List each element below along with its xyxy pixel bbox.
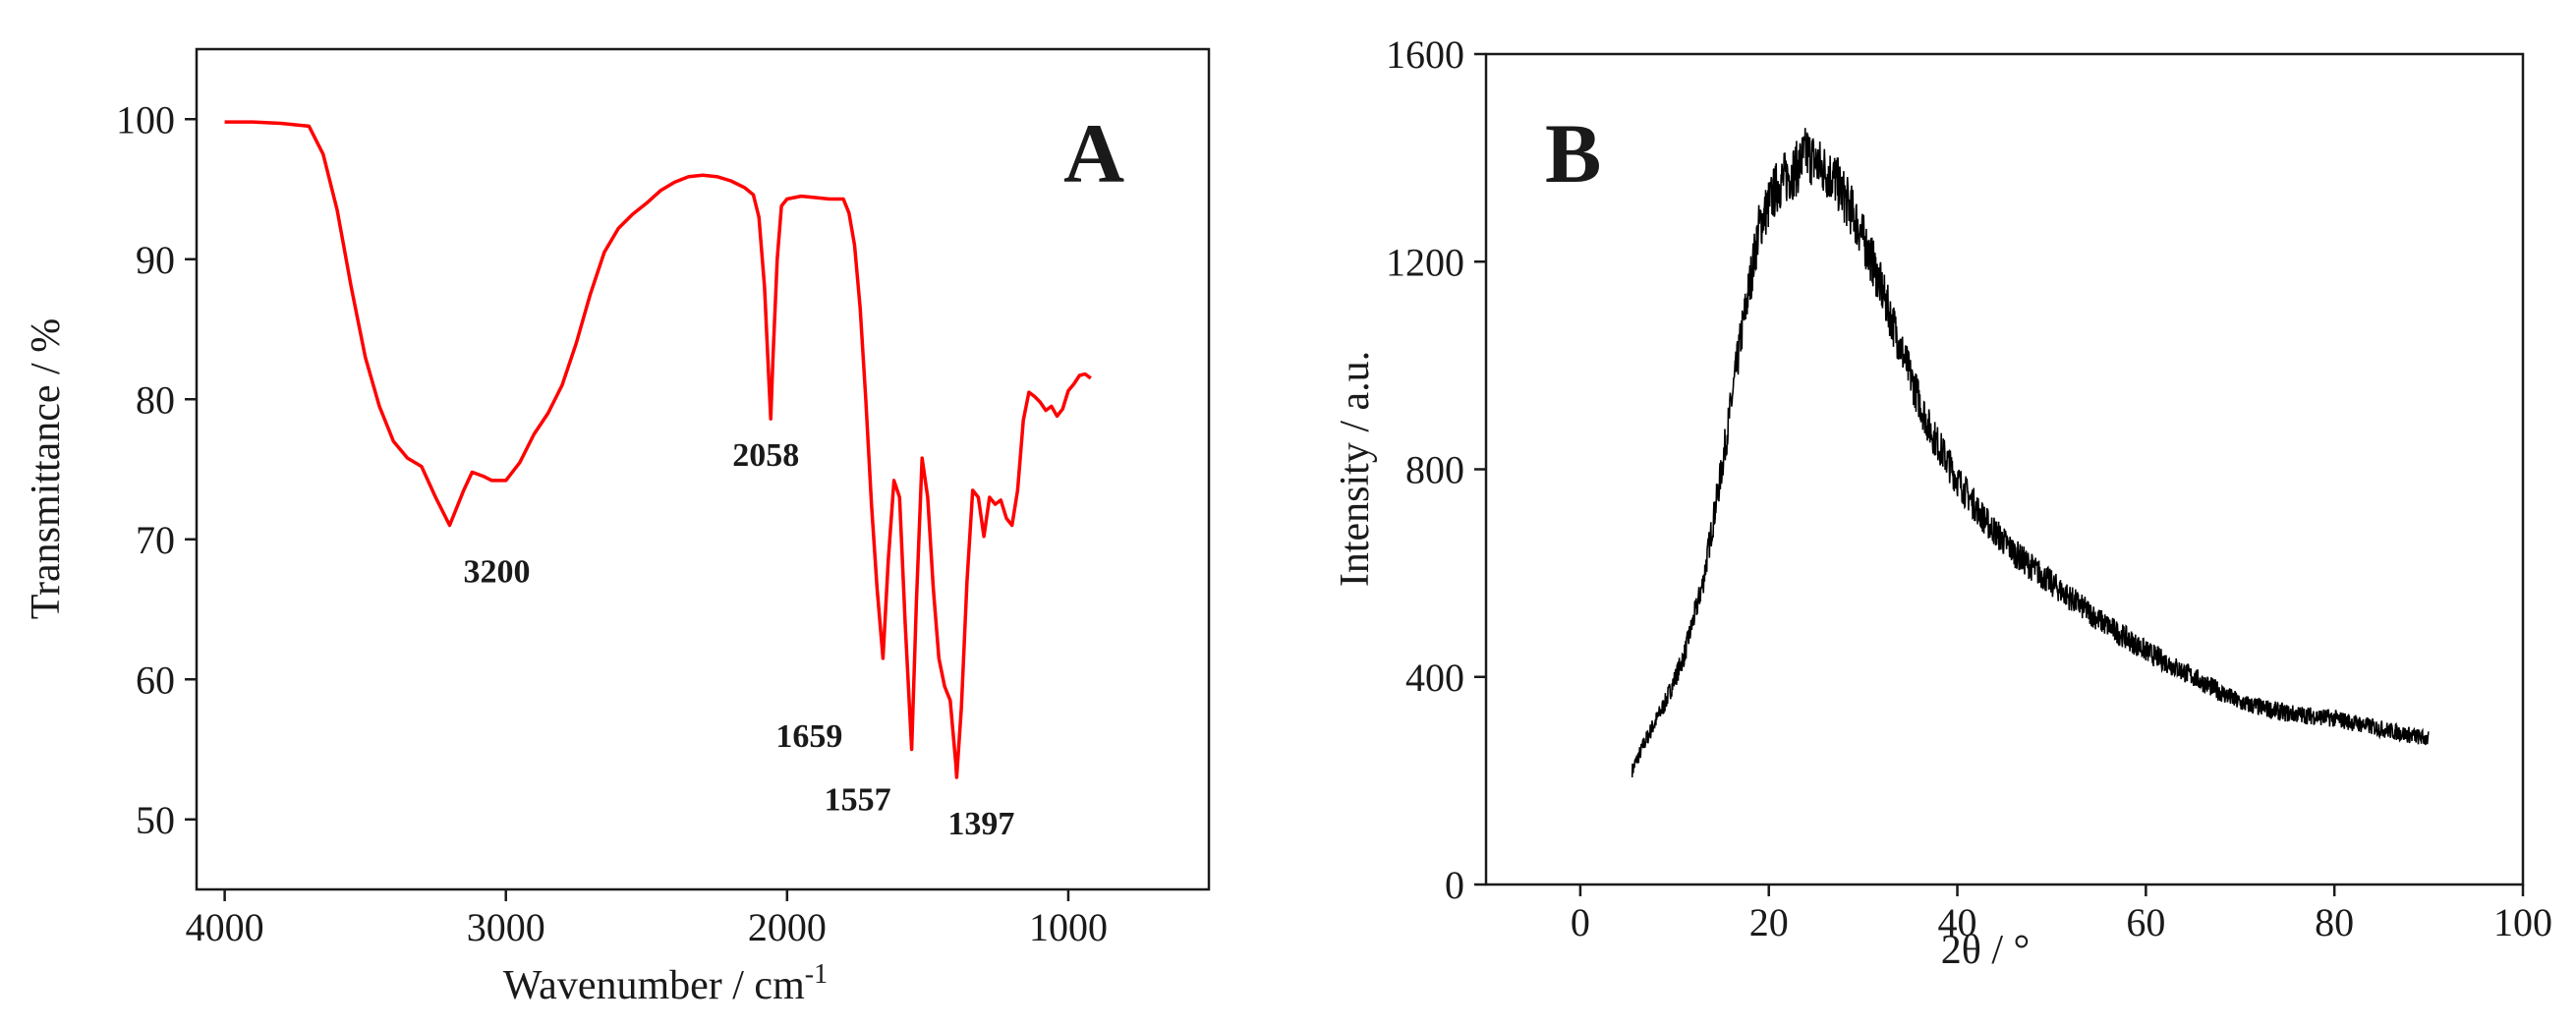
- panel-a-x-axis-label-text: Wavenumber / cm: [503, 963, 805, 1008]
- panel-b-y-tick-label: 1600: [1386, 32, 1464, 77]
- panel-b-letter: B: [1545, 106, 1601, 200]
- panel-a-x-tick-label: 1000: [1029, 905, 1108, 949]
- panel-b-x-axis-label: 2θ / °: [1941, 928, 2031, 973]
- panel-b-x-tick-label: 60: [2126, 900, 2165, 944]
- panel-a-x-tick-label: 2000: [748, 905, 827, 949]
- panel-b-x-tick-label: 0: [1571, 900, 1590, 944]
- panel-b-plot-frame: [1484, 52, 2525, 886]
- panel-a-y-ticks: 50 60 70 80 90 100: [116, 97, 197, 842]
- panel-a-plot-frame: [195, 47, 1211, 891]
- panel-a-y-tick-label: 80: [136, 377, 175, 422]
- panel-a-y-tick-label: 60: [136, 657, 175, 702]
- panel-a-peak-label: 1397: [947, 806, 1014, 842]
- panel-a-y-axis-label: Transmittance / %: [24, 318, 69, 619]
- panel-b-x-tick-label: 20: [1749, 900, 1789, 944]
- panel-b-series-line: [1631, 128, 2430, 778]
- panel-b-xrd-chart: 0 20 40 60 80 100 0 400 800 1200 1600 B 2θ / ° In…: [1333, 32, 2552, 973]
- panel-a-ftir-chart: 4000 3000 2000 1000 50 60 70 80 90 100 3200 2058 1…: [24, 47, 1211, 1008]
- panel-a-y-tick-label: 70: [136, 518, 175, 562]
- panel-a-x-axis-label: Wavenumber / cm-1: [503, 959, 828, 1008]
- panel-b-y-tick-label: 400: [1405, 656, 1464, 700]
- panel-a-x-tick-label: 3000: [467, 905, 545, 949]
- panel-b-y-ticks: 0 400 800 1200 1600: [1386, 32, 1486, 907]
- panel-a-y-tick-label: 100: [116, 97, 175, 142]
- panel-b-y-tick-label: 0: [1445, 863, 1464, 907]
- panel-a-series-line: [224, 120, 1092, 779]
- panel-b-y-axis-label: Intensity / a.u.: [1333, 351, 1378, 587]
- panel-a-x-axis-label-superscript: -1: [805, 959, 828, 990]
- panel-b-y-tick-label: 1200: [1386, 240, 1464, 284]
- panel-b-x-tick-label: 40: [1938, 900, 1977, 944]
- panel-a-peak-label: 1659: [775, 718, 842, 755]
- panel-b-x-tick-label: 100: [2493, 900, 2552, 944]
- panel-a-x-tick-label: 4000: [186, 905, 264, 949]
- panel-a-peak-annotations: 3200 2058 1659 1557 1397: [464, 437, 1015, 842]
- panel-a-peak-label: 3200: [464, 554, 531, 591]
- panel-a-x-ticks: 4000 3000 2000 1000: [186, 889, 1108, 949]
- panel-a-letter: A: [1063, 106, 1124, 200]
- panel-a-peak-label: 2058: [732, 437, 799, 474]
- panel-b-y-tick-label: 800: [1405, 448, 1464, 492]
- panel-b-x-ticks: 0 20 40 60 80 100: [1571, 885, 2552, 944]
- panel-a-y-tick-label: 50: [136, 798, 175, 842]
- panel-b-x-tick-label: 80: [2315, 900, 2354, 944]
- panel-a-peak-label: 1557: [825, 782, 891, 819]
- panel-a-y-tick-label: 90: [136, 238, 175, 282]
